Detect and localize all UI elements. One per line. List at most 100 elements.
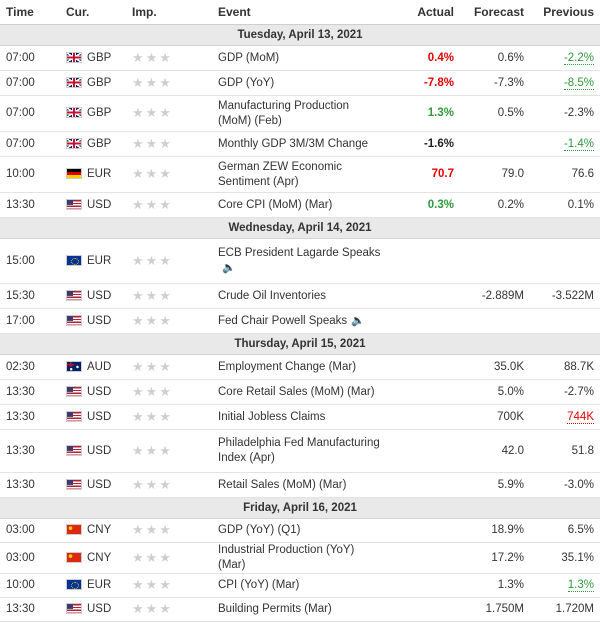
event-row[interactable]: 13:30 USD ★★★ Core CPI (MoM) (Mar) 0.3% 0.2% 0… [0,192,600,218]
event-name[interactable]: GDP (MoM) [212,45,390,71]
event-name[interactable]: Retail Sales (MoM) (Mar) [212,472,390,498]
event-name[interactable]: CPI (YoY) (Mar) [212,573,390,598]
speaker-icon[interactable]: 🔈 [351,314,365,327]
event-name[interactable]: GDP (YoY) [212,70,390,96]
event-name[interactable]: Core CPI (MoM) (Mar) [212,192,390,218]
currency-code: USD [87,198,112,211]
day-header-row: Thursday, April 15, 2021 [0,333,600,355]
event-row[interactable]: 02:30 AUD ★★★ Employment Change (Mar) 35.0K 8… [0,354,600,380]
event-name-text[interactable]: Core CPI (MoM) (Mar) [218,198,333,211]
event-currency: USD [60,404,126,430]
event-row[interactable]: 03:00 CNY ★★★ GDP (YoY) (Q1) 18.9% 6.5% [0,518,600,543]
header-importance[interactable]: Imp. [126,0,212,25]
event-previous: 744K [530,404,600,430]
event-currency: GBP [60,45,126,71]
event-actual [390,354,460,380]
header-event[interactable]: Event [212,0,390,25]
event-name-text[interactable]: Initial Jobless Claims [218,410,326,423]
previous-value[interactable]: -1.4% [563,137,594,151]
day-header-row: Wednesday, April 14, 2021 [0,217,600,239]
event-name[interactable]: GDP (YoY) (Q1) [212,518,390,543]
event-row[interactable]: 15:00 EUR ★★★ ECB President Lagarde Speaks 🔈 [0,238,600,284]
event-previous [530,308,600,334]
event-currency: GBP [60,70,126,96]
event-name-text[interactable]: Manufacturing Production (MoM) (Feb) [218,99,350,127]
event-name[interactable]: Employment Change (Mar) [212,354,390,380]
header-actual[interactable]: Actual [390,0,460,25]
event-row[interactable]: 10:00 EUR ★★★ German ZEW Economic Sentiment… [0,156,600,193]
event-name[interactable]: Fed Chair Powell Speaks 🔈 [212,308,390,334]
previous-value[interactable]: 1.3% [567,579,594,592]
event-name-text[interactable]: Industrial Production (YoY) (Mar) [218,544,355,571]
event-name-text[interactable]: Philadelphia Fed Manufacturing Index (Ap… [218,437,380,464]
event-previous: 0.1% [530,192,600,218]
event-row[interactable]: 07:00 GBP ★★★ Manufacturing Production (MoM… [0,95,600,132]
header-time[interactable]: Time [0,0,60,25]
event-name[interactable]: Crude Oil Inventories [212,283,390,309]
event-row[interactable]: 07:00 GBP ★★★ Monthly GDP 3M/3M Change -1.6%… [0,131,600,157]
event-name[interactable]: ECB President Lagarde Speaks 🔈 [212,238,390,284]
event-name-text[interactable]: Retail Sales (MoM) (Mar) [218,478,347,491]
event-forecast: 0.2% [460,192,530,218]
header-row: Time Cur. Imp. Event Actual Forecast Pre… [0,0,600,25]
event-name[interactable]: Monthly GDP 3M/3M Change [212,131,390,157]
event-name[interactable]: German ZEW Economic Sentiment (Apr) [212,156,390,193]
event-actual: 0.4% [390,45,460,71]
event-name[interactable]: Building Permits (Mar) [212,597,390,622]
event-name[interactable]: Philadelphia Fed Manufacturing Index (Ap… [212,429,390,473]
event-name[interactable]: Initial Jobless Claims [212,404,390,430]
event-currency: EUR [60,156,126,193]
event-row[interactable]: 07:00 GBP ★★★ GDP (MoM) 0.4% 0.6% -2.2% [0,45,600,71]
event-name-text[interactable]: Monthly GDP 3M/3M Change [218,137,368,150]
event-name-text[interactable]: Crude Oil Inventories [218,289,327,302]
previous-value: 76.6 [571,168,594,180]
event-row[interactable]: 03:00 CNY ★★★ Industrial Production (YoY) (… [0,542,600,574]
previous-value[interactable]: -8.5% [563,76,594,90]
previous-value[interactable]: -2.2% [563,51,594,65]
speaker-icon[interactable]: 🔈 [222,262,236,274]
importance-stars: ★★★ [126,131,212,157]
star-icon: ★★★ [132,408,173,424]
header-currency[interactable]: Cur. [60,0,126,25]
event-row[interactable]: 07:00 GBP ★★★ GDP (YoY) -7.8% -7.3% -8.5% [0,70,600,96]
event-name-text[interactable]: Core Retail Sales (MoM) (Mar) [218,385,375,398]
event-name[interactable]: Manufacturing Production (MoM) (Feb) [212,95,390,132]
event-name-text[interactable]: German ZEW Economic Sentiment (Apr) [218,160,342,188]
importance-stars: ★★★ [126,156,212,193]
previous-value: -2.7% [563,385,594,398]
actual-value: -1.6% [423,137,454,150]
header-forecast[interactable]: Forecast [460,0,530,25]
event-name[interactable]: Core Retail Sales (MoM) (Mar) [212,379,390,405]
event-row[interactable]: 13:30 USD ★★★ Retail Sales (MoM) (Mar) 5.9% -… [0,472,600,498]
event-row[interactable]: 10:00 EUR ★★★ CPI (YoY) (Mar) 1.3% 1.3% [0,573,600,598]
star-icon: ★★★ [132,196,173,212]
event-previous: -3.0% [530,472,600,498]
event-row[interactable]: 13:30 USD ★★★ Philadelphia Fed Manufacturin… [0,429,600,473]
header-previous[interactable]: Previous [530,0,600,25]
event-name-text[interactable]: GDP (MoM) [218,51,280,64]
event-name-text[interactable]: Building Permits (Mar) [218,603,332,615]
event-name-text[interactable]: Employment Change (Mar) [218,360,357,373]
event-name-text[interactable]: CPI (YoY) (Mar) [218,579,300,591]
event-name[interactable]: Industrial Production (YoY) (Mar) [212,542,390,574]
event-row[interactable]: 13:30 USD ★★★ Core Retail Sales (MoM) (Mar)… [0,379,600,405]
event-name-text[interactable]: GDP (YoY) (Q1) [218,524,301,536]
event-row[interactable]: 13:30 USD ★★★ Building Permits (Mar) 1.750M 1… [0,597,600,622]
event-row[interactable]: 17:00 USD ★★★ Fed Chair Powell Speaks 🔈 [0,308,600,334]
event-time: 15:00 [0,238,60,284]
event-row[interactable]: 13:30 USD ★★★ Initial Jobless Claims 700K 744… [0,404,600,430]
event-name-text[interactable]: Fed Chair Powell Speaks [218,314,348,327]
event-actual: -7.8% [390,70,460,96]
event-previous: 6.5% [530,518,600,543]
event-name-text[interactable]: GDP (YoY) [218,76,275,89]
event-name-text[interactable]: ECB President Lagarde Speaks [218,247,381,259]
star-icon: ★★★ [132,135,173,151]
currency-code: GBP [87,107,112,119]
actual-value: 0.4% [427,51,454,64]
event-row[interactable]: 15:30 USD ★★★ Crude Oil Inventories -2.889M -… [0,283,600,309]
previous-value[interactable]: 744K [567,410,594,424]
day-label: Friday, April 16, 2021 [0,497,600,519]
event-time: 13:30 [0,472,60,498]
event-actual: 70.7 [390,156,460,193]
importance-stars: ★★★ [126,238,212,284]
